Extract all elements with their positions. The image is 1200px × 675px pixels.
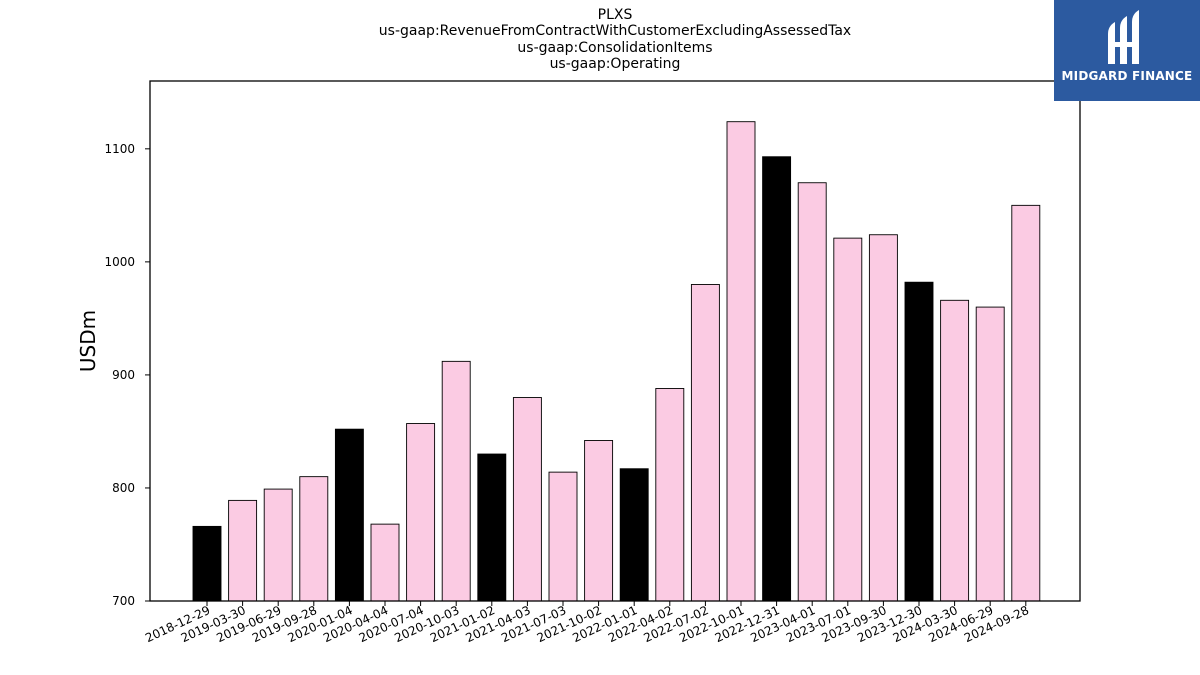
bar-2021-04-03 — [512, 397, 542, 602]
bar-2020-04-04 — [370, 523, 400, 602]
bar-2024-03-30 — [940, 299, 970, 602]
y-axis-label: USDm — [76, 310, 100, 372]
bar-2019-09-28 — [299, 476, 329, 602]
plot-frame — [149, 80, 1081, 602]
logo-text: MIDGARD FINANCE — [1061, 69, 1193, 83]
bar-2020-10-03 — [441, 360, 471, 602]
bar-2019-03-30 — [228, 499, 258, 602]
bar-2018-12-29 — [192, 525, 222, 602]
bar-2022-10-01 — [726, 121, 756, 602]
y-tick-label: 800 — [112, 481, 135, 495]
bar-2022-04-02 — [655, 388, 685, 602]
chart-title-line-3: us-gaap:ConsolidationItems — [517, 40, 713, 56]
bar-2023-07-01 — [833, 237, 863, 602]
bar-2021-10-02 — [584, 440, 614, 602]
bar-2021-01-02 — [477, 453, 507, 602]
bar-2022-01-01 — [619, 468, 649, 602]
bar-2020-01-04 — [334, 428, 364, 602]
bar-2024-09-28 — [1011, 204, 1041, 602]
y-tick-label: 900 — [112, 368, 135, 382]
bar-2023-09-30 — [868, 234, 898, 602]
bar-2022-07-02 — [690, 284, 720, 602]
bar-2020-07-04 — [406, 423, 436, 602]
y-tick-label: 1000 — [104, 255, 135, 269]
y-tick-label: 700 — [112, 594, 135, 608]
bar-2019-06-29 — [263, 488, 293, 602]
brand-logo: MIDGARD FINANCE — [1054, 0, 1200, 101]
logo-mark-icon — [1108, 10, 1139, 64]
x-axis: 2018-12-292019-03-302019-06-292019-09-28… — [143, 601, 1031, 645]
bar-2021-07-03 — [548, 471, 578, 602]
bar-2022-12-31 — [762, 156, 792, 602]
chart-title-line-1: PLXS — [597, 7, 633, 23]
y-tick-label: 1100 — [104, 142, 135, 156]
bar-2023-12-30 — [904, 281, 934, 602]
chart-title-line-2: us-gaap:RevenueFromContractWithCustomerE… — [378, 23, 852, 39]
y-axis: 700 800 900 1000 1100 — [104, 142, 150, 608]
chart-title-line-4: us-gaap:Operating — [549, 56, 681, 72]
bar-2024-06-29 — [975, 306, 1005, 602]
bar-2023-04-01 — [797, 182, 827, 602]
bars — [192, 121, 1041, 602]
